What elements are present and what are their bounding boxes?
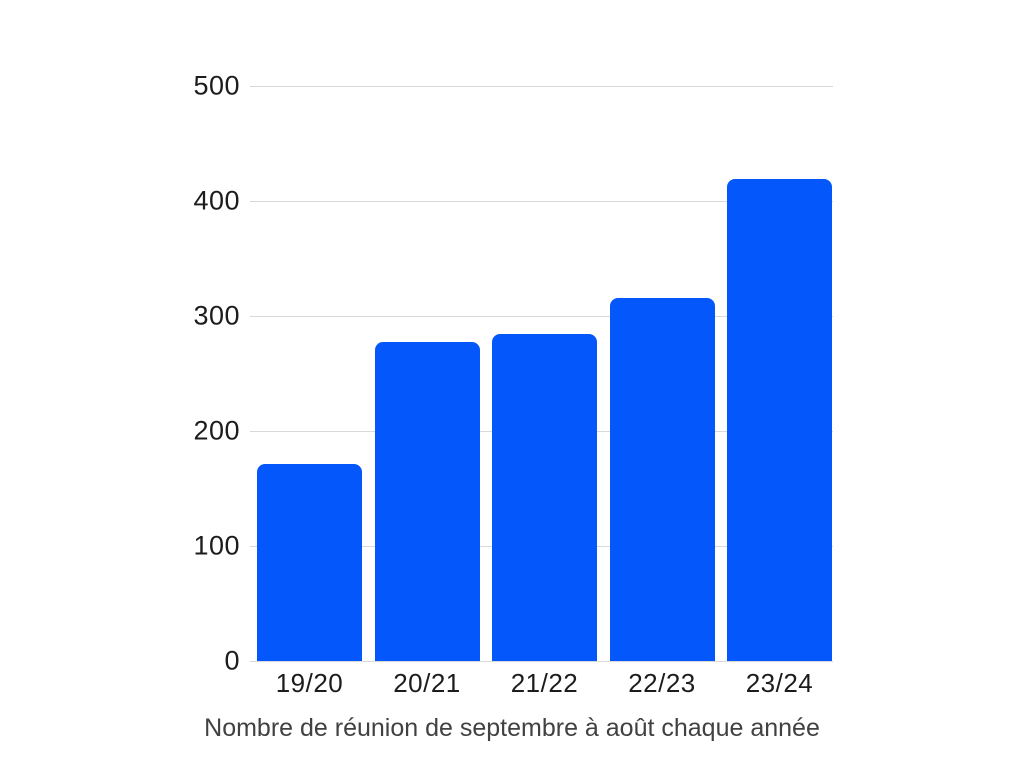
gridline-300 <box>250 316 833 317</box>
y-tick-label-300: 300 <box>193 300 240 331</box>
x-tick-label-19-20: 19/20 <box>275 668 344 698</box>
y-tick-label-100: 100 <box>193 530 240 561</box>
bar-22-23[interactable] <box>609 297 715 661</box>
bar-19-20[interactable] <box>257 464 362 661</box>
x-tick-label-22-23: 22/23 <box>628 668 696 698</box>
y-tick-label-200: 200 <box>193 415 240 446</box>
gridline-500 <box>250 86 833 87</box>
bar-23-24[interactable] <box>727 179 832 661</box>
chart-caption: Nombre de réunion de septembre à août ch… <box>204 714 820 742</box>
gridline-400 <box>250 201 833 202</box>
x-tick-label-20-21: 20/21 <box>393 668 461 698</box>
bar-21-22[interactable] <box>492 334 597 661</box>
y-tick-label-500: 500 <box>193 70 240 101</box>
gridline-0 <box>250 661 833 662</box>
x-tick-label-23-24: 23/24 <box>745 668 814 698</box>
y-tick-label-400: 400 <box>193 185 240 216</box>
x-tick-label-21-22: 21/22 <box>510 668 579 698</box>
y-tick-label-0: 0 <box>224 645 240 676</box>
bar-20-21[interactable] <box>374 342 480 661</box>
